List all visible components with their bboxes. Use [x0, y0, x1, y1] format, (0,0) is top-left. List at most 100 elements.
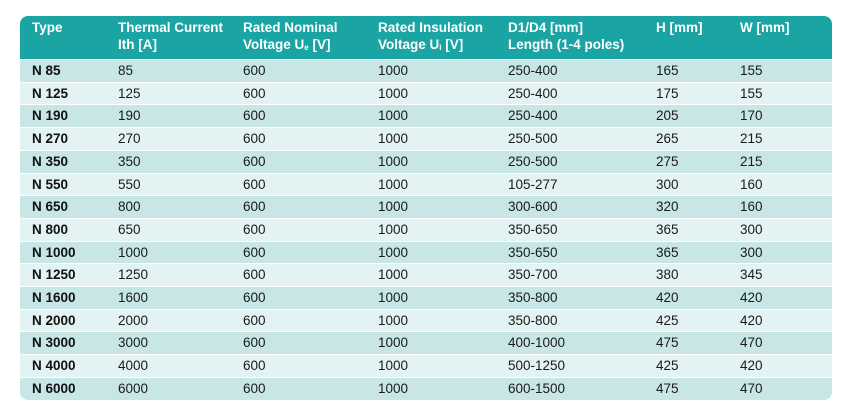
cell-thermal-current: 2000	[118, 308, 243, 332]
header-height: H [mm]	[656, 16, 740, 60]
table-row: N 800 650 600 1000 350-650 365 300	[20, 217, 832, 242]
table-row: N 1600 1600 600 1000 350-800 420 420	[20, 286, 832, 310]
table-row: N 1000 1000 600 1000 350-650 365 300	[20, 240, 832, 264]
cell-width: 420	[740, 354, 832, 378]
table-row: N 190 190 600 1000 250-400 205 170	[20, 104, 832, 128]
cell-rated-nominal-voltage: 600	[243, 172, 378, 196]
cell-width: 470	[740, 331, 832, 355]
cell-type: N 3000	[20, 331, 118, 355]
cell-rated-nominal-voltage: 600	[243, 59, 378, 83]
cell-thermal-current: 125	[118, 81, 243, 105]
header-length: D1/D4 [mm] Length (1-4 poles)	[508, 16, 656, 60]
cell-type: N 190	[20, 104, 118, 128]
cell-width: 470	[740, 376, 832, 400]
header-rated-nominal-line2-post: [V]	[308, 37, 331, 52]
table-row: N 2000 2000 600 1000 350-800 425 420	[20, 308, 832, 332]
header-row: Type Thermal Current Ith [A] Rated Nomin…	[20, 16, 832, 60]
cell-length: 300-600	[508, 195, 656, 219]
cell-width: 155	[740, 59, 832, 83]
spec-table-container: Type Thermal Current Ith [A] Rated Nomin…	[20, 16, 832, 400]
cell-height: 425	[656, 308, 740, 332]
cell-thermal-current: 190	[118, 104, 243, 128]
cell-type: N 1250	[20, 263, 118, 287]
header-thermal-current: Thermal Current Ith [A]	[118, 16, 243, 60]
cell-length: 250-400	[508, 81, 656, 105]
header-rated-nominal-subscript: e	[304, 43, 309, 52]
cell-type: N 125	[20, 81, 118, 105]
cell-type: N 800	[20, 217, 118, 242]
cell-length: 350-800	[508, 286, 656, 310]
header-height-label: H [mm]	[656, 20, 703, 35]
cell-width: 215	[740, 127, 832, 151]
cell-length: 350-650	[508, 240, 656, 264]
cell-length: 600-1500	[508, 376, 656, 400]
header-rated-nominal-line1: Rated Nominal	[243, 20, 338, 35]
cell-rated-insulation-voltage: 1000	[378, 195, 508, 219]
cell-height: 265	[656, 127, 740, 151]
cell-length: 350-800	[508, 308, 656, 332]
cell-height: 300	[656, 172, 740, 196]
cell-length: 250-400	[508, 104, 656, 128]
header-thermal-current-line1: Thermal Current	[118, 20, 224, 35]
table-row: N 550 550 600 1000 105-277 300 160	[20, 172, 832, 196]
header-type: Type	[20, 16, 118, 60]
cell-type: N 4000	[20, 354, 118, 378]
table-row: N 350 350 600 1000 250-500 275 215	[20, 149, 832, 174]
cell-rated-nominal-voltage: 600	[243, 127, 378, 151]
cell-length: 500-1250	[508, 354, 656, 378]
cell-height: 365	[656, 217, 740, 242]
header-width: W [mm]	[740, 16, 832, 60]
cell-rated-insulation-voltage: 1000	[378, 59, 508, 83]
cell-type: N 350	[20, 149, 118, 174]
table-row: N 270 270 600 1000 250-500 265 215	[20, 127, 832, 151]
cell-rated-nominal-voltage: 600	[243, 263, 378, 287]
table-row: N 3000 3000 600 1000 400-1000 475 470	[20, 331, 832, 355]
header-length-line2: Length (1-4 poles)	[508, 37, 625, 52]
cell-type: N 270	[20, 127, 118, 151]
table-row: N 650 800 600 1000 300-600 320 160	[20, 195, 832, 219]
cell-thermal-current: 3000	[118, 331, 243, 355]
cell-thermal-current: 6000	[118, 376, 243, 400]
spec-table: Type Thermal Current Ith [A] Rated Nomin…	[20, 16, 832, 400]
cell-length: 400-1000	[508, 331, 656, 355]
cell-length: 250-500	[508, 127, 656, 151]
cell-rated-insulation-voltage: 1000	[378, 172, 508, 196]
header-rated-insulation-line2-pre: Voltage U	[378, 37, 440, 52]
cell-thermal-current: 800	[118, 195, 243, 219]
cell-thermal-current: 650	[118, 217, 243, 242]
header-rated-insulation-line1: Rated Insulation	[378, 20, 484, 35]
cell-type: N 1000	[20, 240, 118, 264]
header-thermal-current-line2: Ith [A]	[118, 37, 157, 52]
cell-type: N 1600	[20, 286, 118, 310]
cell-rated-nominal-voltage: 600	[243, 104, 378, 128]
header-rated-nominal-line2-pre: Voltage U	[243, 37, 305, 52]
cell-height: 475	[656, 331, 740, 355]
cell-rated-nominal-voltage: 600	[243, 354, 378, 378]
cell-rated-nominal-voltage: 600	[243, 217, 378, 242]
cell-rated-insulation-voltage: 1000	[378, 376, 508, 400]
header-type-label: Type	[32, 20, 63, 35]
table-row: N 4000 4000 600 1000 500-1250 425 420	[20, 354, 832, 378]
cell-thermal-current: 4000	[118, 354, 243, 378]
cell-width: 170	[740, 104, 832, 128]
cell-height: 425	[656, 354, 740, 378]
cell-height: 380	[656, 263, 740, 287]
cell-length: 350-650	[508, 217, 656, 242]
table-header: Type Thermal Current Ith [A] Rated Nomin…	[20, 16, 832, 60]
cell-thermal-current: 350	[118, 149, 243, 174]
header-length-line1: D1/D4 [mm]	[508, 20, 584, 35]
cell-type: N 6000	[20, 376, 118, 400]
cell-thermal-current: 1000	[118, 240, 243, 264]
cell-length: 105-277	[508, 172, 656, 196]
cell-width: 300	[740, 240, 832, 264]
cell-height: 165	[656, 59, 740, 83]
cell-type: N 2000	[20, 308, 118, 332]
cell-rated-insulation-voltage: 1000	[378, 104, 508, 128]
header-width-label: W [mm]	[740, 20, 790, 35]
header-rated-insulation-line2-post: [V]	[441, 37, 464, 52]
cell-width: 345	[740, 263, 832, 287]
cell-rated-insulation-voltage: 1000	[378, 81, 508, 105]
cell-length: 250-400	[508, 59, 656, 83]
cell-rated-insulation-voltage: 1000	[378, 286, 508, 310]
cell-thermal-current: 270	[118, 127, 243, 151]
